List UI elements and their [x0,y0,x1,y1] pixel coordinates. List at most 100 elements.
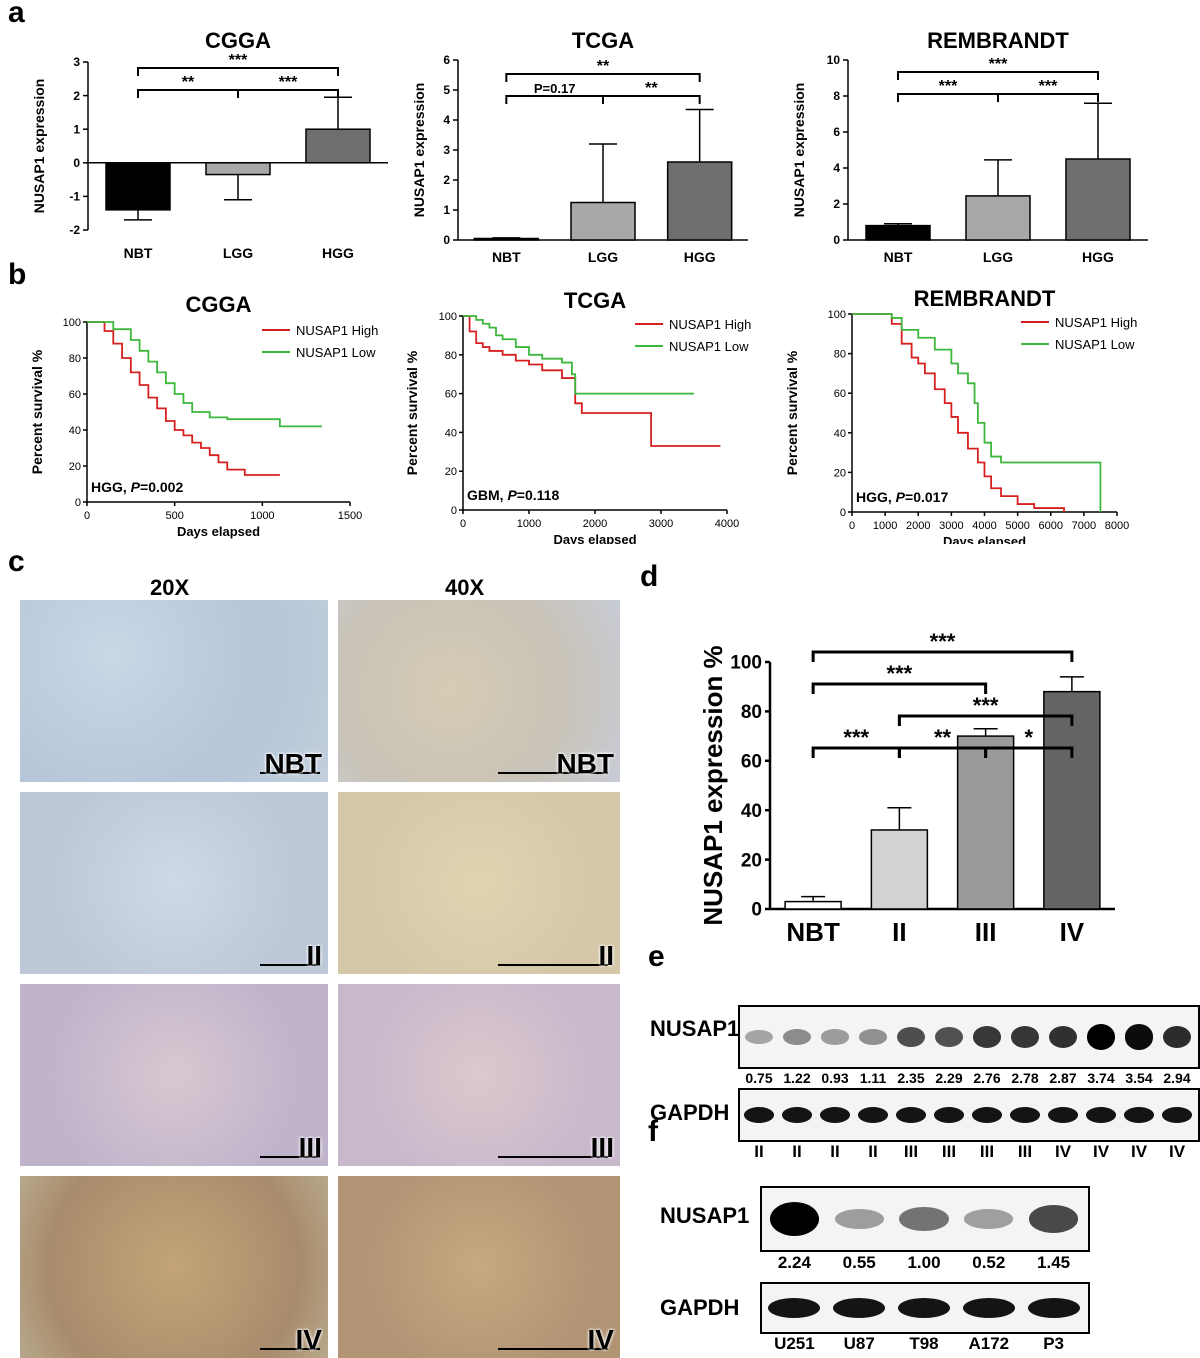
x-tick-label: 3000 [939,520,963,532]
significance-bracket [137,89,239,98]
lane-label: II [792,1142,802,1161]
survival-curve-high [87,321,280,476]
gapdh-band [933,1107,965,1123]
significance-label: *** [989,56,1008,73]
gapdh-band [857,1107,889,1123]
panel-label-f: f [648,1115,658,1148]
survival-curve-high [852,313,1065,512]
panel-label-b: b [8,258,27,291]
x-tick-label: 1000 [517,518,541,530]
y-tick-label: 100 [828,309,846,321]
blot-f-control-label: GAPDH [660,1295,740,1320]
bar-ii [870,829,929,910]
x-axis-label: Days elapsed [177,524,260,539]
y-tick-label: 20 [69,461,81,473]
panel-label-c: c [8,545,25,578]
significance-label: ** [597,58,610,75]
bar-hgg [1065,158,1131,241]
significance-bracket [237,89,339,98]
x-category-label: HGG [1082,249,1114,265]
y-tick-label: 2 [443,173,450,187]
significance-label: ** [934,725,952,750]
lane-label: T98 [909,1334,939,1353]
y-tick-label: 80 [834,349,846,361]
x-tick-label: 500 [165,510,183,522]
chart-title: REMBRANDT [927,28,1069,53]
ihc-ii-20x: II [20,792,328,974]
y-tick-label: 5 [443,83,450,97]
significance-label: ** [182,74,195,91]
y-tick-label: 60 [834,388,846,400]
gapdh-band [781,1107,813,1123]
chart-title: CGGA [205,28,271,53]
ihc-iv-20x: IV [20,1176,328,1358]
significance-bracket [997,93,1099,102]
bar-iv [1043,690,1101,910]
band-quantification: 2.24 [777,1253,811,1272]
legend-label: NUSAP1 High [669,317,751,332]
legend-label: NUSAP1 Low [1055,337,1135,352]
significance-label: * [1024,725,1033,750]
ihc-ii-20x-label: II [306,940,322,971]
x-category-label: HGG [684,249,716,265]
y-tick-label: 40 [445,427,457,439]
nusap1-band [1048,1025,1078,1049]
significance-bracket [137,67,339,76]
survival-curve-low [463,315,694,395]
bar-hgg [666,161,733,241]
x-category-label: NBT [884,249,913,265]
nusap1-band [1028,1205,1079,1233]
significance-bracket [897,714,1074,726]
gapdh-band [819,1107,851,1123]
y-tick-label: 2 [833,197,840,211]
column-header-40x: 40X [445,575,485,600]
x-category-label: LGG [983,249,1013,265]
gapdh-band [1027,1298,1080,1318]
x-tick-label: 0 [84,510,90,522]
p-value-annotation: HGG, P=0.017 [856,489,948,505]
y-axis-label: NUSAP1 expression % [698,645,728,925]
survival-curve-high [463,315,721,447]
x-category-label: HGG [322,245,354,261]
significance-label: *** [229,52,248,69]
significance-bracket [811,682,988,694]
lane-label: III [903,1142,919,1161]
lane-label: II [830,1142,840,1161]
lane-label: U251 [774,1334,815,1353]
x-tick-label: 2000 [583,518,607,530]
y-axis-label: NUSAP1 expression [791,83,807,218]
chart-title: TCGA [564,288,626,313]
nusap1-band [744,1029,774,1045]
gapdh-band [1009,1107,1041,1123]
significance-bracket [811,746,901,758]
band-quantification: 2.76 [973,1070,1001,1086]
ihc-nbt-40x-label: NBT [556,748,614,779]
bar-lgg [205,162,271,176]
significance-label: *** [939,78,958,95]
bar-iii [956,735,1015,910]
y-tick-label: 40 [741,801,762,822]
y-tick-label: 60 [445,389,457,401]
y-tick-label: 100 [439,311,457,323]
lane-label: P3 [1043,1334,1064,1353]
x-category-label: IV [1060,917,1085,947]
x-tick-label: 5000 [1005,520,1029,532]
y-tick-label: 0 [75,497,81,509]
lane-label: III [979,1142,995,1161]
band-quantification: 3.74 [1087,1070,1115,1086]
significance-bracket [505,73,701,82]
x-category-label: NBT [124,245,153,261]
gapdh-band [1161,1107,1193,1123]
y-tick-label: 4 [833,161,840,175]
gapdh-band [1085,1107,1117,1123]
lane-label: III [1017,1142,1033,1161]
y-tick-label: 0 [443,233,450,247]
gapdh-band [895,1107,927,1123]
significance-label: *** [843,725,869,750]
x-tick-label: 0 [849,520,855,532]
x-tick-label: 7000 [1072,520,1096,532]
y-tick-label: 40 [834,428,846,440]
gapdh-band [1047,1107,1079,1123]
nusap1-band [1124,1024,1154,1050]
